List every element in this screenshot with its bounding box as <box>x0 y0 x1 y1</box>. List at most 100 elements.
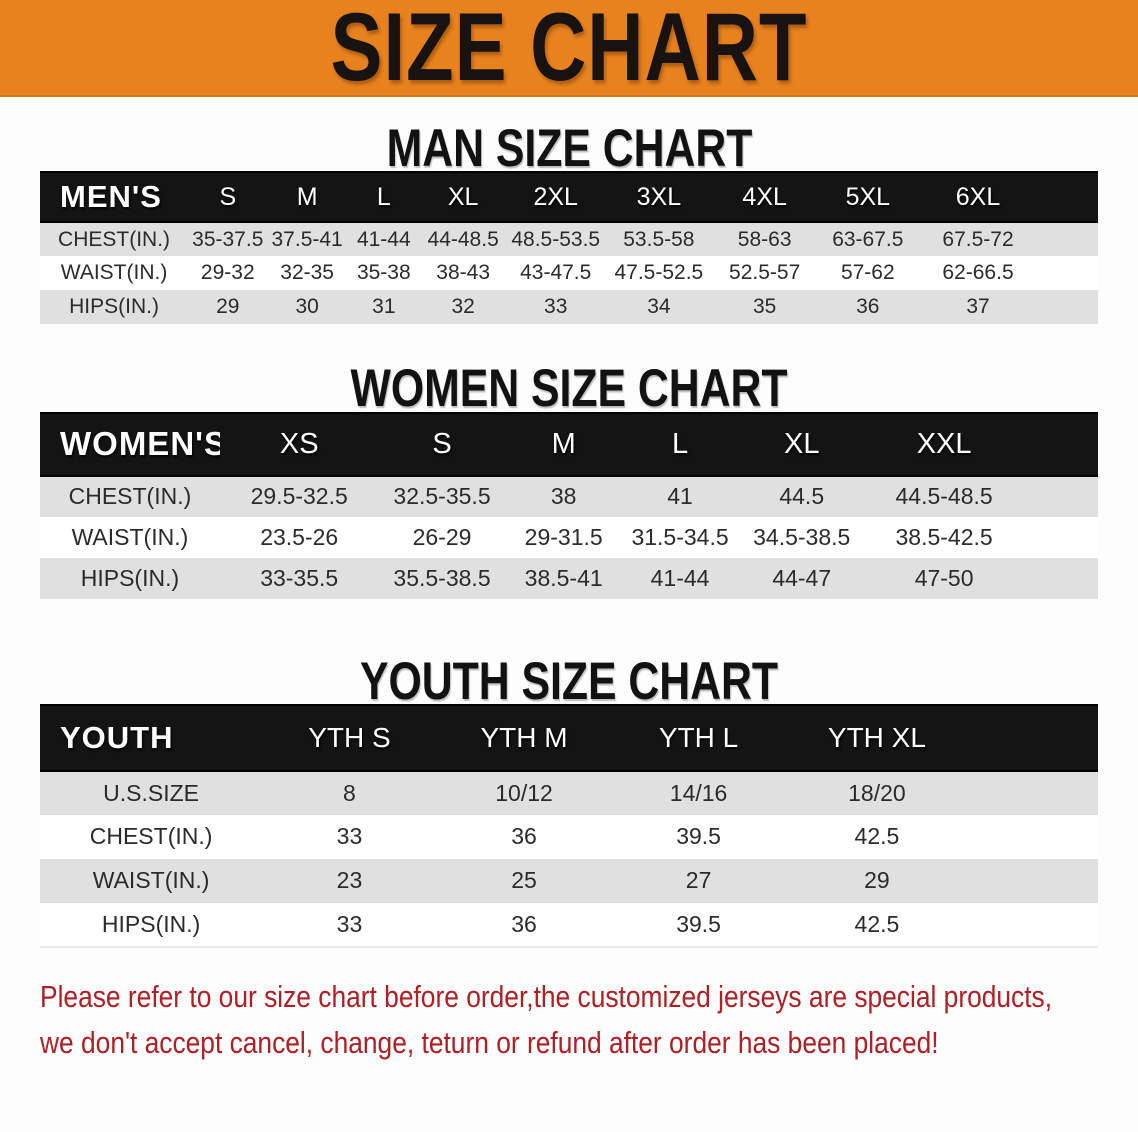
women-table-corner-label: WOMEN'S <box>40 411 220 477</box>
cell: 27 <box>611 858 786 903</box>
cell: 33-35.5 <box>219 557 379 599</box>
cell: 53.5-58 <box>605 222 712 257</box>
cell: 35.5-38.5 <box>378 557 506 599</box>
youth-waist-row: WAIST(IN.) 23 25 27 29 <box>40 858 1098 903</box>
cell: 14/16 <box>611 770 786 815</box>
row-label: CHEST(IN.) <box>40 475 220 517</box>
cell: 41-44 <box>621 557 739 599</box>
cell: 39.5 <box>611 814 786 859</box>
cell: 43-47.5 <box>505 256 606 291</box>
cell: 33 <box>262 814 437 859</box>
cell: 35-37.5 <box>188 222 268 257</box>
women-chest-row: CHEST(IN.) 29.5-32.5 32.5-35.5 38 41 44.… <box>40 475 1098 517</box>
cell: 30 <box>267 290 347 325</box>
women-waist-row: WAIST(IN.) 23.5-26 26-29 29-31.5 31.5-34… <box>40 516 1098 558</box>
cell: 36 <box>436 902 612 947</box>
cell: 47.5-52.5 <box>605 256 712 291</box>
cell: 31.5-34.5 <box>621 516 739 558</box>
row-label: U.S.SIZE <box>40 770 263 815</box>
cell: 29.5-32.5 <box>219 475 379 517</box>
cell: 38.5-41 <box>505 557 622 599</box>
disclaimer-note: Please refer to our size chart before or… <box>40 974 1120 1066</box>
cell: 10/12 <box>436 770 612 815</box>
cell: 23 <box>262 858 437 903</box>
women-col-xxl: XXL <box>865 411 1098 477</box>
cell: 18/20 <box>785 770 1098 815</box>
youth-size-table: YOUTH YTH S YTH M YTH L YTH XL U.S.SIZE … <box>40 703 1098 948</box>
cell: 44-48.5 <box>420 222 506 257</box>
youth-table-corner-label: YOUTH <box>40 703 263 772</box>
youth-section-heading-text: YOUTH SIZE CHART <box>359 649 778 711</box>
cell: 31 <box>346 290 421 325</box>
men-hips-row: HIPS(IN.) 29 30 31 32 33 34 35 36 37 <box>40 290 1098 325</box>
youth-hips-row: HIPS(IN.) 33 36 39.5 42.5 <box>40 902 1098 947</box>
women-section-heading-text: WOMEN SIZE CHART <box>350 357 788 418</box>
cell: 42.5 <box>785 814 1098 859</box>
women-col-l: L <box>621 411 739 477</box>
women-col-m: M <box>505 411 622 477</box>
cell: 8 <box>262 770 437 815</box>
row-label: CHEST(IN.) <box>40 814 263 859</box>
men-table-header-row: MEN'S S M L XL 2XL 3XL 4XL 5XL 6XL <box>40 171 1098 224</box>
cell: 52.5-57 <box>711 256 818 291</box>
men-col-2xl: 2XL <box>505 171 606 224</box>
row-label: HIPS(IN.) <box>40 902 263 947</box>
cell: 29 <box>785 858 1098 903</box>
youth-section-heading: YOUTH SIZE CHART <box>0 652 1138 708</box>
disclaimer-line-1: Please refer to our size chart before or… <box>40 978 1053 1014</box>
cell: 38.5-42.5 <box>865 516 1098 558</box>
cell: 42.5 <box>785 902 1098 947</box>
cell: 58-63 <box>711 222 818 257</box>
banner: SIZE CHART <box>0 0 1138 97</box>
cell: 44.5-48.5 <box>865 475 1098 517</box>
women-table-header-row: WOMEN'S XS S M L XL XXL <box>40 411 1098 477</box>
youth-ussize-row: U.S.SIZE 8 10/12 14/16 18/20 <box>40 770 1098 815</box>
cell: 23.5-26 <box>219 516 379 558</box>
row-label: WAIST(IN.) <box>40 858 263 903</box>
cell: 44.5 <box>738 475 866 517</box>
cell: 63-67.5 <box>817 222 919 257</box>
women-col-s: S <box>378 411 506 477</box>
banner-title: SIZE CHART <box>330 0 808 101</box>
cell: 67.5-72 <box>918 222 1098 257</box>
men-section-heading: MAN SIZE CHART <box>0 119 1138 175</box>
men-col-3xl: 3XL <box>605 171 712 224</box>
youth-col-l: YTH L <box>611 703 786 772</box>
women-hips-row: HIPS(IN.) 33-35.5 35.5-38.5 38.5-41 41-4… <box>40 557 1098 599</box>
men-col-xl: XL <box>420 171 506 224</box>
cell: 57-62 <box>817 256 919 291</box>
men-table-corner-label: MEN'S <box>40 171 189 224</box>
cell: 29 <box>188 290 268 325</box>
cell: 33 <box>262 902 437 947</box>
cell: 39.5 <box>611 902 786 947</box>
cell: 32.5-35.5 <box>378 475 506 517</box>
cell: 26-29 <box>378 516 506 558</box>
men-col-m: M <box>267 171 347 224</box>
men-section-heading-text: MAN SIZE CHART <box>386 117 752 178</box>
cell: 32 <box>420 290 506 325</box>
cell: 37.5-41 <box>267 222 347 257</box>
women-size-table: WOMEN'S XS S M L XL XXL CHEST(IN.) 29.5-… <box>40 411 1098 599</box>
cell: 33 <box>505 290 606 325</box>
cell: 25 <box>436 858 612 903</box>
men-col-4xl: 4XL <box>711 171 818 224</box>
cell: 36 <box>817 290 919 325</box>
row-label: HIPS(IN.) <box>40 290 189 325</box>
women-col-xl: XL <box>738 411 866 477</box>
cell: 44-47 <box>738 557 866 599</box>
youth-col-s: YTH S <box>262 703 437 772</box>
cell: 29-31.5 <box>505 516 622 558</box>
cell: 32-35 <box>267 256 347 291</box>
men-col-5xl: 5XL <box>817 171 919 224</box>
row-label: WAIST(IN.) <box>40 516 220 558</box>
cell: 35-38 <box>346 256 421 291</box>
cell: 38 <box>505 475 622 517</box>
youth-col-xl: YTH XL <box>785 703 1098 772</box>
cell: 35 <box>711 290 818 325</box>
youth-table-header-row: YOUTH YTH S YTH M YTH L YTH XL <box>40 703 1098 772</box>
cell: 47-50 <box>865 557 1098 599</box>
youth-col-m: YTH M <box>436 703 612 772</box>
row-label: WAIST(IN.) <box>40 256 189 291</box>
cell: 41-44 <box>346 222 421 257</box>
